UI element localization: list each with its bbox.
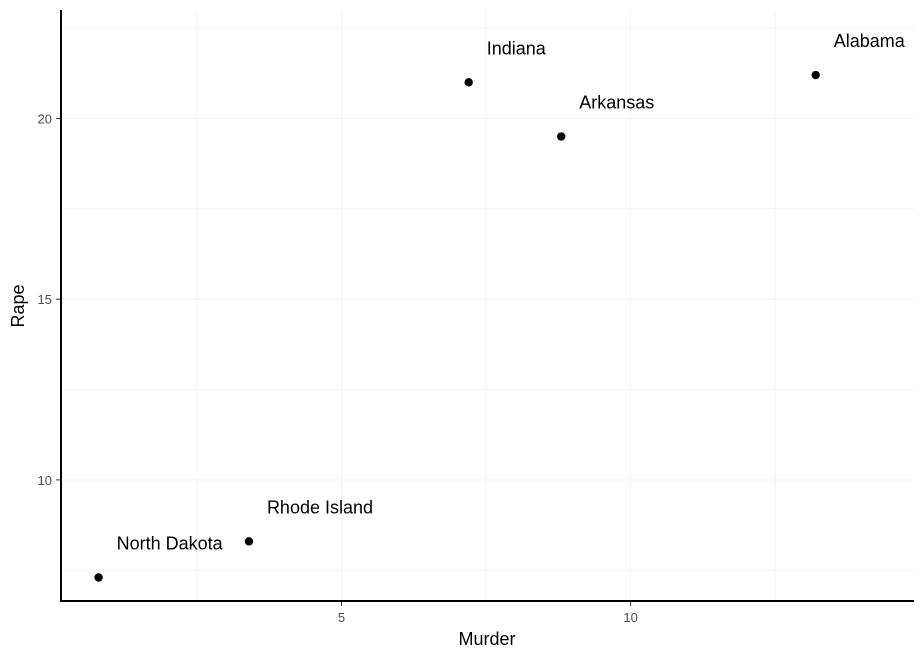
grid-layer xyxy=(61,10,914,601)
y-tick-label: 10 xyxy=(38,473,52,488)
y-axis-title: Rape xyxy=(8,284,28,327)
data-point xyxy=(94,573,103,582)
data-point xyxy=(811,70,820,80)
point-label: Rhode Island xyxy=(267,497,373,517)
tick-layer: 5 10 10 15 20 xyxy=(38,111,638,625)
point-label: North Dakota xyxy=(117,534,224,554)
data-point xyxy=(557,132,566,141)
point-label: Arkansas xyxy=(579,93,654,113)
x-tick-label: 10 xyxy=(623,610,637,625)
y-tick-label: 15 xyxy=(38,292,52,307)
x-axis-title: Murder xyxy=(458,629,515,649)
y-tick-label: 20 xyxy=(38,111,52,126)
x-tick-label: 5 xyxy=(338,610,345,625)
point-label: Indiana xyxy=(487,38,547,58)
point-label: Alabama xyxy=(834,31,906,51)
point-layer xyxy=(94,70,820,582)
label-layer: Alabama Indiana Arkansas Rhode Island North … xyxy=(117,31,906,553)
data-point xyxy=(464,78,473,87)
data-point xyxy=(244,537,254,546)
